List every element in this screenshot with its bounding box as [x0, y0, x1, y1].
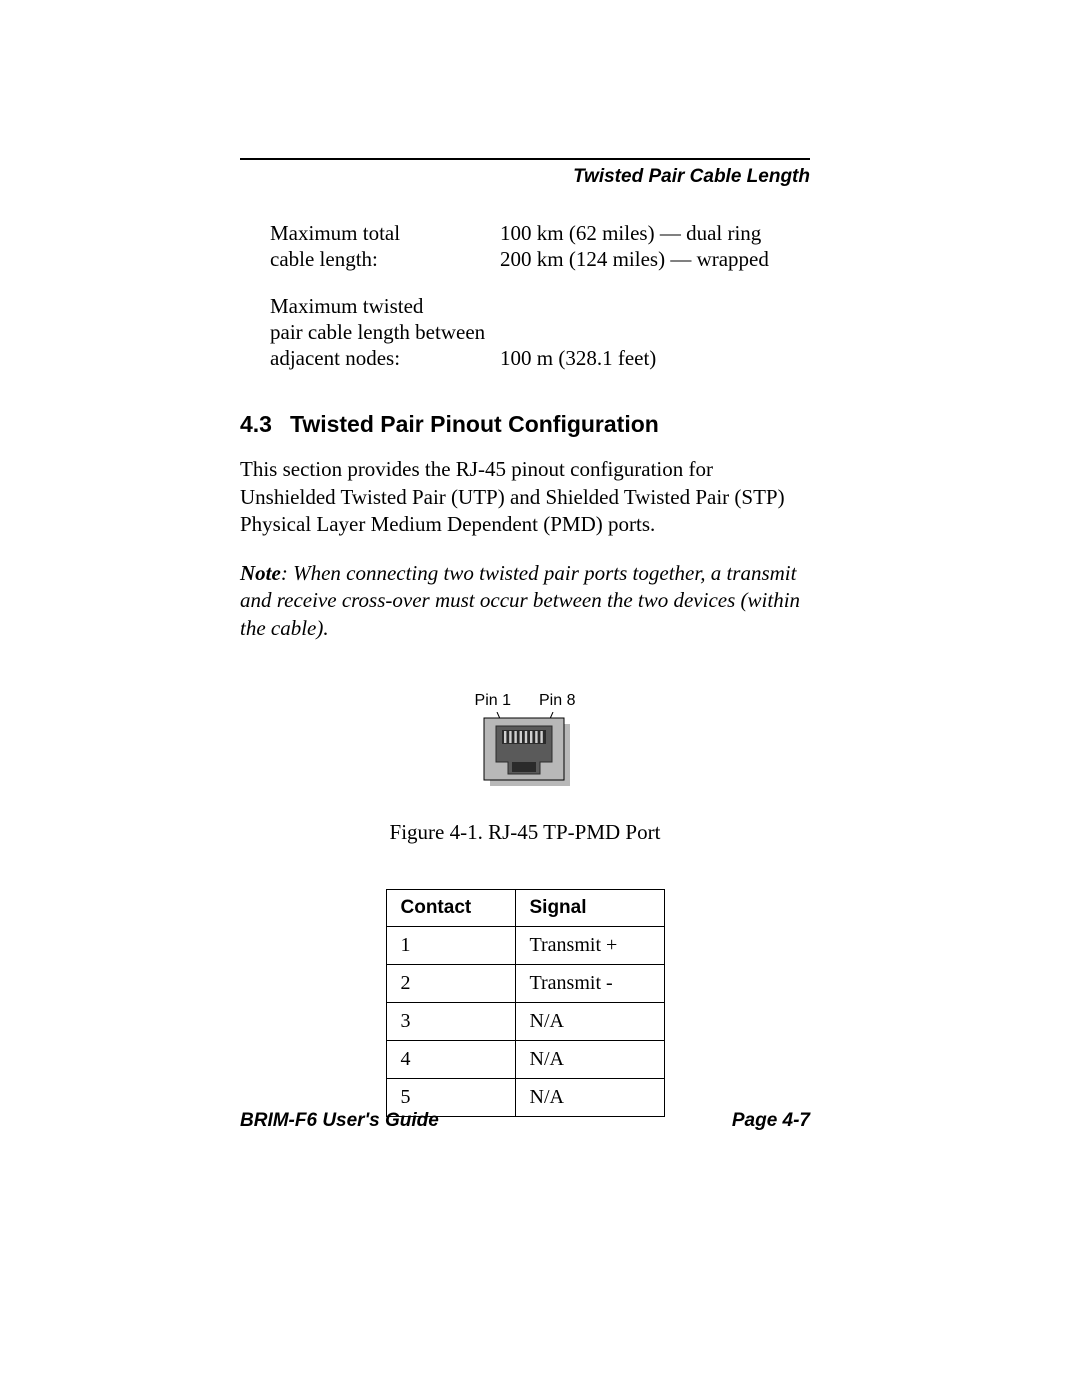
pin-left-label: Pin 1	[475, 692, 511, 710]
header-rule	[240, 158, 810, 160]
table-cell: N/A	[515, 1041, 664, 1079]
section-body: This section provides the RJ-45 pinout c…	[240, 456, 810, 538]
note-label: Note	[240, 561, 281, 585]
table-header-cell: Contact	[386, 890, 515, 927]
section-title: Twisted Pair Pinout Configuration	[290, 411, 659, 437]
spec-list: Maximum totalcable length:100 km (62 mil…	[240, 220, 810, 371]
table-row: 1Transmit +	[386, 927, 664, 965]
note: Note: When connecting two twisted pair p…	[240, 560, 810, 642]
note-body: : When connecting two twisted pair ports…	[240, 561, 800, 640]
table-row: 2Transmit -	[386, 965, 664, 1003]
table-header-cell: Signal	[515, 890, 664, 927]
pin-right-label: Pin 8	[539, 692, 575, 710]
spec-value: 100 m (328.1 feet)	[500, 293, 810, 372]
spec-row: Maximum totalcable length:100 km (62 mil…	[240, 220, 810, 273]
table-cell: 4	[386, 1041, 515, 1079]
footer-right: Page 4-7	[732, 1110, 810, 1132]
table-cell: N/A	[515, 1003, 664, 1041]
rj45-port-icon	[470, 712, 580, 792]
spec-row: Maximum twistedpair cable length between…	[240, 293, 810, 372]
section-heading: 4.3 Twisted Pair Pinout Configuration	[240, 411, 810, 438]
table-row: 3N/A	[386, 1003, 664, 1041]
section-number: 4.3	[240, 411, 272, 438]
spec-value: 100 km (62 miles) — dual ring200 km (124…	[500, 220, 810, 273]
table-header-row: ContactSignal	[386, 890, 664, 927]
table-cell: 2	[386, 965, 515, 1003]
page-footer: BRIM-F6 User's Guide Page 4-7	[240, 1110, 810, 1132]
table-cell: Transmit -	[515, 965, 664, 1003]
running-header: Twisted Pair Cable Length	[240, 166, 810, 188]
table-cell: Transmit +	[515, 927, 664, 965]
pinout-table: ContactSignal 1Transmit +2Transmit -3N/A…	[386, 889, 665, 1117]
figure-caption: Figure 4-1. RJ-45 TP-PMD Port	[240, 820, 810, 845]
pin-labels: Pin 1 Pin 8	[240, 692, 810, 710]
spec-label: Maximum totalcable length:	[240, 220, 500, 273]
figure: Pin 1 Pin 8	[240, 692, 810, 792]
footer-left: BRIM-F6 User's Guide	[240, 1110, 439, 1132]
page-content: Twisted Pair Cable Length Maximum totalc…	[240, 158, 810, 1117]
table-row: 4N/A	[386, 1041, 664, 1079]
spec-label: Maximum twistedpair cable length between…	[240, 293, 500, 372]
table-cell: 3	[386, 1003, 515, 1041]
table-cell: 1	[386, 927, 515, 965]
